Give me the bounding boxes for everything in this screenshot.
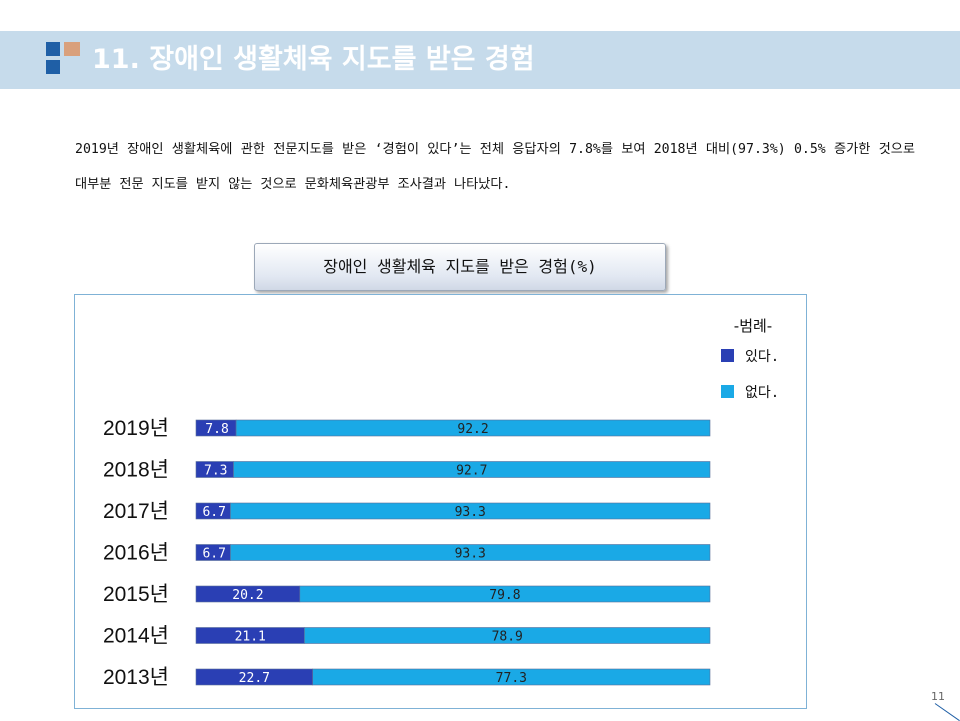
category-label: 2014년	[103, 625, 169, 648]
legend-swatch	[721, 385, 734, 398]
stacked-bar-chart: 2019년 7.8 92.2 2018년 7.3 92.7 2017년 6.7 93.3 2016…	[103, 317, 779, 689]
bar-no	[230, 502, 711, 520]
data-label: 92.2	[457, 422, 488, 437]
logo-icon	[46, 42, 82, 78]
legend-label: 있다.	[745, 349, 779, 365]
legend-title: -범례-	[734, 317, 772, 335]
data-label: 77.3	[496, 671, 527, 686]
page-number: 11	[931, 690, 945, 703]
category-label: 2017년	[103, 500, 169, 523]
category-label: 2015년	[103, 583, 169, 606]
legend-swatch	[721, 349, 734, 362]
data-label: 93.3	[455, 547, 486, 562]
page-title: 11. 장애인 생활체육 지도를 받은 경험	[92, 44, 535, 75]
data-label: 79.8	[489, 588, 520, 603]
data-label: 20.2	[232, 588, 263, 603]
data-label: 78.9	[492, 630, 523, 645]
category-label: 2019년	[103, 417, 169, 440]
bar-no	[235, 419, 711, 437]
legend-label: 없다.	[745, 385, 779, 401]
bar-no	[299, 585, 711, 603]
chart-title: 장애인 생활체육 지도를 받은 경험(%)	[254, 243, 666, 291]
data-label: 22.7	[239, 671, 270, 686]
category-label: 2018년	[103, 459, 169, 482]
data-label: 6.7	[202, 505, 225, 520]
data-label: 7.3	[204, 464, 227, 479]
bar-no	[233, 461, 711, 478]
bar-no	[304, 627, 711, 644]
bar-no	[312, 668, 711, 686]
data-label: 7.8	[205, 422, 228, 437]
category-label: 2016년	[103, 542, 169, 565]
body-paragraph: 2019년 장애인 생활체육에 관한 전문지도를 받은 ‘경험이 있다’는 전체…	[75, 142, 915, 192]
data-label: 92.7	[456, 464, 487, 479]
title-bar	[0, 31, 960, 89]
data-label: 21.1	[235, 630, 266, 645]
bar-no	[230, 544, 711, 561]
chart-frame: 2019년 7.8 92.2 2018년 7.3 92.7 2017년 6.7 93.3 2016…	[74, 294, 807, 709]
category-label: 2013년	[103, 666, 169, 689]
corner-decoration	[934, 703, 960, 721]
data-label: 6.7	[202, 547, 225, 562]
data-label: 93.3	[455, 505, 486, 520]
